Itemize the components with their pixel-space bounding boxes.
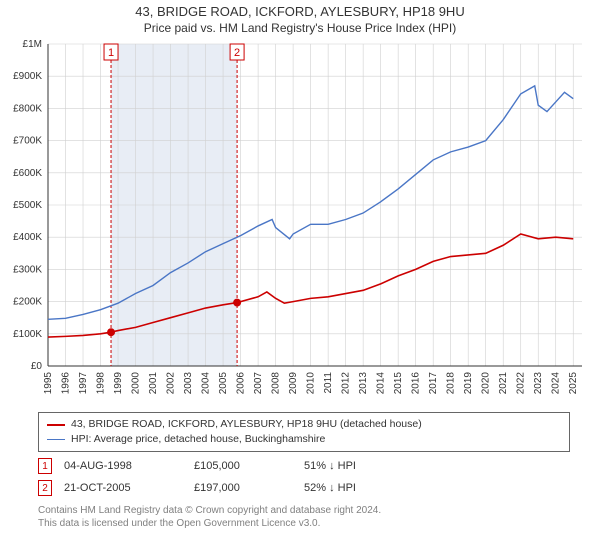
svg-text:£0: £0 [31, 361, 43, 372]
sale-row: 2 21-OCT-2005£197,00052% ↓ HPI [38, 480, 600, 496]
sale-row: 1 04-AUG-1998£105,00051% ↓ HPI [38, 458, 600, 474]
svg-text:£200K: £200K [13, 297, 42, 308]
svg-text:£700K: £700K [13, 136, 42, 147]
sale-marker: 1 [38, 458, 52, 474]
svg-text:2012: 2012 [341, 372, 352, 395]
svg-text:2016: 2016 [411, 372, 422, 395]
legend-box: 43, BRIDGE ROAD, ICKFORD, AYLESBURY, HP1… [38, 412, 570, 452]
legend-row-hpi: HPI: Average price, detached house, Buck… [47, 432, 561, 447]
chart-area: £0 £100K £200K £300K £400K £500K £600K £700K £80… [0, 36, 600, 406]
title-block: 43, BRIDGE ROAD, ICKFORD, AYLESBURY, HP1… [0, 0, 600, 36]
svg-text:2003: 2003 [183, 372, 194, 395]
legend-text-hpi: HPI: Average price, detached house, Buck… [71, 432, 325, 447]
legend-text-price-paid: 43, BRIDGE ROAD, ICKFORD, AYLESBURY, HP1… [71, 417, 422, 432]
svg-text:2013: 2013 [358, 372, 369, 395]
svg-text:1998: 1998 [96, 372, 107, 395]
svg-text:2000: 2000 [131, 372, 142, 395]
legend-swatch-price-paid [47, 424, 65, 426]
svg-text:2021: 2021 [498, 372, 509, 395]
title-subtitle: Price paid vs. HM Land Registry's House … [0, 20, 600, 36]
svg-text:£1M: £1M [23, 39, 42, 50]
svg-text:2018: 2018 [446, 372, 457, 395]
footer-line2: This data is licensed under the Open Gov… [38, 517, 570, 530]
svg-text:2004: 2004 [201, 372, 212, 395]
legend-swatch-hpi [47, 439, 65, 440]
svg-text:£500K: £500K [13, 200, 42, 211]
legend-row-price-paid: 43, BRIDGE ROAD, ICKFORD, AYLESBURY, HP1… [47, 417, 561, 432]
sale-price: £105,000 [194, 460, 304, 472]
sale-marker: 2 [38, 480, 52, 496]
svg-text:£800K: £800K [13, 103, 42, 114]
svg-text:2022: 2022 [516, 372, 527, 395]
svg-text:2024: 2024 [551, 372, 562, 395]
footer-line1: Contains HM Land Registry data © Crown c… [38, 504, 570, 517]
chart-svg: £0 £100K £200K £300K £400K £500K £600K £700K £80… [0, 36, 600, 406]
svg-text:2001: 2001 [148, 372, 159, 395]
svg-text:1997: 1997 [78, 372, 89, 395]
sales-block: 1 04-AUG-1998£105,00051% ↓ HPI 2 21-OCT-200… [0, 458, 600, 496]
svg-text:1999: 1999 [113, 372, 124, 395]
sale-date: 21-OCT-2005 [64, 482, 194, 494]
svg-text:1996: 1996 [61, 372, 72, 395]
svg-text:2023: 2023 [533, 372, 544, 395]
title-address: 43, BRIDGE ROAD, ICKFORD, AYLESBURY, HP1… [0, 4, 600, 20]
svg-text:2006: 2006 [236, 372, 247, 395]
svg-text:2005: 2005 [218, 372, 229, 395]
svg-text:2011: 2011 [323, 372, 334, 394]
svg-text:2010: 2010 [306, 372, 317, 395]
sale-price: £197,000 [194, 482, 304, 494]
svg-text:£400K: £400K [13, 232, 42, 243]
svg-text:2014: 2014 [376, 372, 387, 395]
svg-text:2009: 2009 [288, 372, 299, 395]
svg-text:2015: 2015 [393, 372, 404, 395]
sale-pct: 52% ↓ HPI [304, 482, 414, 494]
svg-text:£600K: £600K [13, 168, 42, 179]
sale-pct: 51% ↓ HPI [304, 460, 414, 472]
svg-text:£900K: £900K [13, 71, 42, 82]
svg-text:1995: 1995 [43, 372, 54, 395]
svg-text:2: 2 [234, 47, 240, 59]
svg-text:2025: 2025 [568, 372, 579, 395]
svg-text:2008: 2008 [271, 372, 282, 395]
svg-text:£300K: £300K [13, 264, 42, 275]
svg-text:2007: 2007 [253, 372, 264, 395]
footer-text: Contains HM Land Registry data © Crown c… [38, 504, 570, 530]
svg-text:2002: 2002 [166, 372, 177, 395]
svg-text:2019: 2019 [463, 372, 474, 395]
sale-date: 04-AUG-1998 [64, 460, 194, 472]
svg-text:2017: 2017 [428, 372, 439, 395]
svg-text:2020: 2020 [481, 372, 492, 395]
svg-text:£100K: £100K [13, 329, 42, 340]
svg-text:1: 1 [108, 47, 114, 59]
